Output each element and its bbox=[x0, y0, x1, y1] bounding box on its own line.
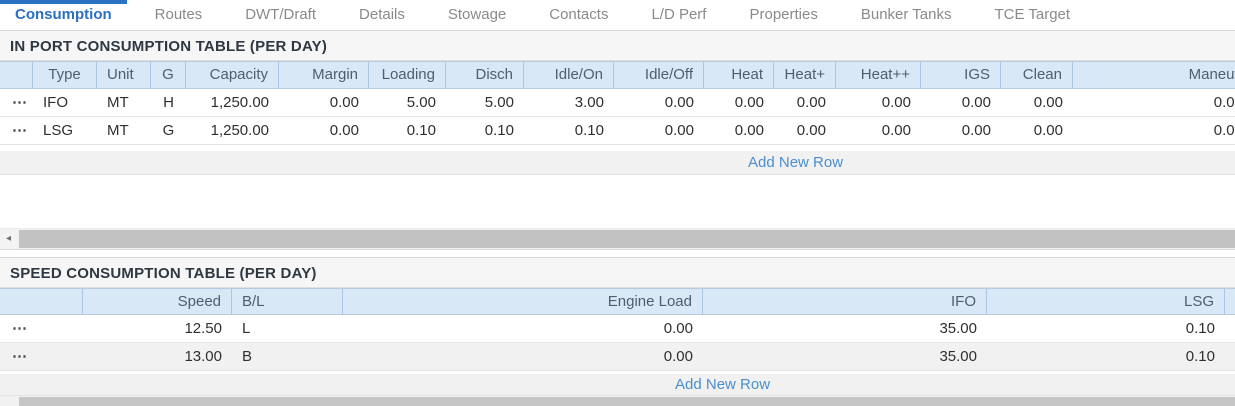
cell-type[interactable]: LSG bbox=[43, 122, 74, 139]
col-header-maneuver: Maneuv bbox=[1073, 62, 1235, 88]
cell-ifo[interactable]: 35.00 bbox=[939, 348, 977, 365]
cell-capacity[interactable]: 1,250.00 bbox=[210, 94, 269, 111]
tab-stowage[interactable]: Stowage bbox=[447, 6, 507, 23]
horizontal-scrollbar: ◂ bbox=[0, 228, 1235, 250]
col-header-speed: Speed bbox=[83, 289, 232, 314]
cell-idle-off[interactable]: 0.00 bbox=[664, 94, 694, 111]
cell-heat-plus[interactable]: 0.00 bbox=[796, 94, 826, 111]
col-header-idle-off: Idle/Off bbox=[614, 62, 704, 88]
cell-heat[interactable]: 0.00 bbox=[734, 122, 764, 139]
col-header-margin: Margin bbox=[279, 62, 369, 88]
cell-type[interactable]: IFO bbox=[43, 94, 68, 111]
cell-lsg[interactable]: 0.10 bbox=[1185, 320, 1215, 337]
cell-bl[interactable]: L bbox=[242, 320, 251, 337]
tab-ld-perf[interactable]: L/D Perf bbox=[651, 6, 707, 23]
cell-margin[interactable]: 0.00 bbox=[329, 122, 359, 139]
col-header-handle bbox=[0, 62, 33, 88]
scrollbar-thumb[interactable] bbox=[19, 230, 1235, 248]
table-row-ifo: ⋯ IFO MT H 1,250.00 0.00 5.00 5.00 3.00 … bbox=[0, 89, 1235, 117]
cell-speed[interactable]: 12.50 bbox=[184, 320, 222, 337]
col-header-ifo: IFO bbox=[703, 289, 987, 314]
table-row-speed-1300: ⋯ 13.00 B 0.00 35.00 0.10 bbox=[0, 343, 1235, 371]
cell-clean[interactable]: 0.00 bbox=[1033, 122, 1063, 139]
col-header-engine-load: Engine Load bbox=[343, 289, 703, 314]
row-menu-handle[interactable]: ⋯ bbox=[12, 320, 27, 337]
col-header-clean: Clean bbox=[1001, 62, 1073, 88]
tab-routes[interactable]: Routes bbox=[154, 6, 203, 23]
cell-speed[interactable]: 13.00 bbox=[184, 348, 222, 365]
row-menu-handle[interactable]: ⋯ bbox=[12, 94, 27, 111]
col-header-g: G bbox=[151, 62, 186, 88]
cell-idle-on[interactable]: 0.10 bbox=[574, 122, 604, 139]
cell-disch[interactable]: 5.00 bbox=[484, 94, 514, 111]
cell-idle-on[interactable]: 3.00 bbox=[574, 94, 604, 111]
add-new-row-link[interactable]: Add New Row bbox=[748, 154, 844, 171]
speed-add-row-strip: Add New Row bbox=[0, 374, 1235, 396]
col-header-igs: IGS bbox=[921, 62, 1001, 88]
cell-engine-load[interactable]: 0.00 bbox=[663, 348, 693, 365]
col-header-type: Type bbox=[33, 62, 97, 88]
cell-capacity[interactable]: 1,250.00 bbox=[210, 122, 269, 139]
cell-heat-plus-plus[interactable]: 0.00 bbox=[881, 94, 911, 111]
cell-igs[interactable]: 0.00 bbox=[961, 94, 991, 111]
blank-area bbox=[0, 175, 1235, 228]
scroll-left-arrow-icon[interactable]: ◂ bbox=[0, 229, 17, 249]
col-header-idle-on: Idle/On bbox=[524, 62, 614, 88]
scroll-left-button[interactable] bbox=[0, 396, 19, 406]
col-header-disch: Disch bbox=[446, 62, 524, 88]
in-port-consumption-table: Type Unit G Capacity Margin Loading Disc… bbox=[0, 61, 1235, 175]
col-header-unit: Unit bbox=[97, 62, 151, 88]
col-header-heat: Heat bbox=[704, 62, 774, 88]
add-new-row-link[interactable]: Add New Row bbox=[675, 376, 771, 393]
speed-table-title: SPEED CONSUMPTION TABLE (PER DAY) bbox=[0, 257, 1235, 288]
cell-maneuver[interactable]: 0.00 bbox=[1213, 94, 1235, 111]
in-port-header-row: Type Unit G Capacity Margin Loading Disc… bbox=[0, 61, 1235, 89]
tab-bunker-tanks[interactable]: Bunker Tanks bbox=[860, 6, 952, 23]
cell-engine-load[interactable]: 0.00 bbox=[663, 320, 693, 337]
tab-bar: Consumption Routes DWT/Draft Details Sto… bbox=[0, 0, 1235, 30]
cell-margin[interactable]: 0.00 bbox=[329, 94, 359, 111]
speed-consumption-table: Speed B/L Engine Load IFO LSG ⋯ 12.50 L … bbox=[0, 288, 1235, 396]
in-port-table-title: IN PORT CONSUMPTION TABLE (PER DAY) bbox=[0, 30, 1235, 61]
row-menu-handle[interactable]: ⋯ bbox=[12, 122, 27, 139]
tab-consumption[interactable]: Consumption bbox=[0, 0, 127, 30]
scrollbar-thumb[interactable] bbox=[19, 397, 1235, 406]
col-header-handle bbox=[0, 289, 83, 314]
speed-header-row: Speed B/L Engine Load IFO LSG bbox=[0, 288, 1235, 315]
cell-bl[interactable]: B bbox=[242, 348, 253, 365]
cell-unit[interactable]: MT bbox=[107, 122, 129, 139]
tab-dwt-draft[interactable]: DWT/Draft bbox=[245, 6, 317, 23]
cell-unit[interactable]: MT bbox=[107, 94, 129, 111]
tab-details[interactable]: Details bbox=[359, 6, 405, 23]
cell-disch[interactable]: 0.10 bbox=[484, 122, 514, 139]
cell-g[interactable]: G bbox=[162, 122, 175, 139]
tab-tce-target[interactable]: TCE Target bbox=[994, 6, 1071, 23]
cell-igs[interactable]: 0.00 bbox=[961, 122, 991, 139]
in-port-add-row-strip: Add New Row bbox=[0, 151, 1235, 175]
row-menu-handle[interactable]: ⋯ bbox=[12, 348, 27, 365]
tab-properties[interactable]: Properties bbox=[749, 6, 818, 23]
cell-heat[interactable]: 0.00 bbox=[734, 94, 764, 111]
col-header-lsg: LSG bbox=[987, 289, 1225, 314]
cell-ifo[interactable]: 35.00 bbox=[939, 320, 977, 337]
cell-clean[interactable]: 0.00 bbox=[1033, 94, 1063, 111]
tab-contacts[interactable]: Contacts bbox=[549, 6, 609, 23]
cell-heat-plus[interactable]: 0.00 bbox=[796, 122, 826, 139]
cell-loading[interactable]: 5.00 bbox=[406, 94, 436, 111]
cell-maneuver[interactable]: 0.00 bbox=[1213, 122, 1235, 139]
cell-g[interactable]: H bbox=[163, 94, 174, 111]
bottom-horizontal-scrollbar bbox=[0, 396, 1235, 406]
cell-loading[interactable]: 0.10 bbox=[406, 122, 436, 139]
table-row-speed-1250: ⋯ 12.50 L 0.00 35.00 0.10 bbox=[0, 315, 1235, 343]
table-row-lsg: ⋯ LSG MT G 1,250.00 0.00 0.10 0.10 0.10 … bbox=[0, 117, 1235, 145]
col-header-bl: B/L bbox=[232, 289, 343, 314]
cell-heat-plus-plus[interactable]: 0.00 bbox=[881, 122, 911, 139]
col-header-heat-plus: Heat+ bbox=[774, 62, 836, 88]
cell-lsg[interactable]: 0.10 bbox=[1185, 348, 1215, 365]
col-header-heat-plus-plus: Heat++ bbox=[836, 62, 921, 88]
col-header-capacity: Capacity bbox=[186, 62, 279, 88]
cell-idle-off[interactable]: 0.00 bbox=[664, 122, 694, 139]
blank-area bbox=[0, 250, 1235, 257]
col-header-loading: Loading bbox=[369, 62, 446, 88]
